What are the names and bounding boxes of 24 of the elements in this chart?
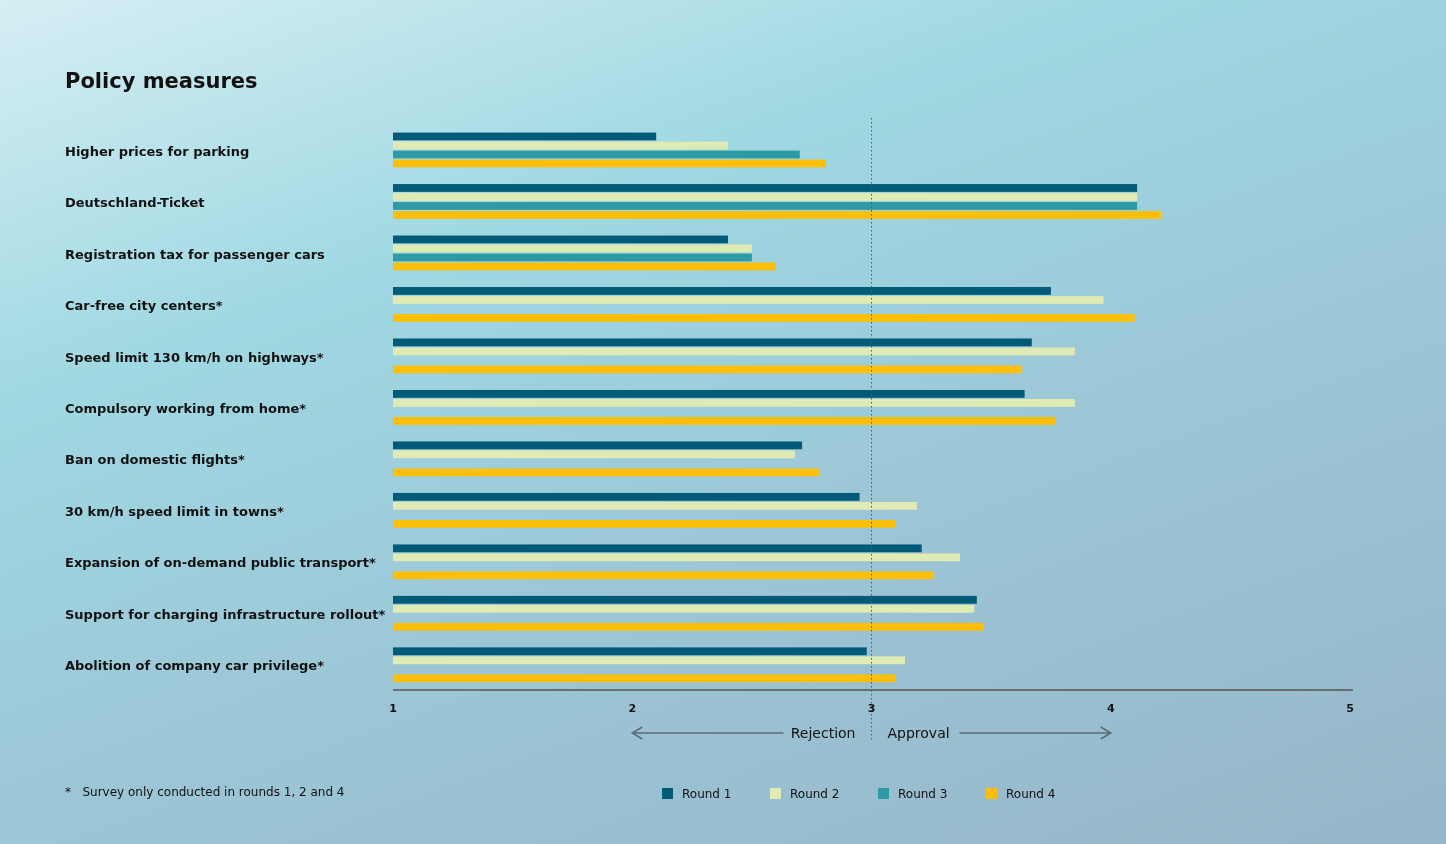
y-tick-label: Deutschland-Ticket: [65, 195, 205, 211]
y-tick-label: Ban on domestic flights*: [65, 452, 246, 468]
x-tick-label: 3: [867, 702, 876, 715]
y-tick-label: Speed limit 130 km/h on highways*: [65, 349, 324, 365]
y-tick-label: Abolition of company car privilege*: [65, 658, 325, 674]
y-tick-label: Expansion of on-demand public transport*: [65, 555, 376, 571]
x-tick-label: 1: [389, 702, 397, 715]
annotation: Rejection: [790, 725, 856, 741]
legend-label: Round 2: [790, 787, 840, 801]
x-tick-label: 4: [1106, 702, 1115, 715]
y-tick-label: 30 km/h speed limit in towns*: [65, 503, 284, 519]
legend-label: Round 1: [682, 787, 732, 801]
x-tick-label: 2: [628, 702, 637, 715]
y-tick-label: Support for charging infrastructure rollout*: [65, 606, 386, 622]
y-tick-label: Higher prices for parking: [65, 143, 250, 159]
y-tick-label: Car-free city centers*: [65, 298, 223, 314]
text: * Survey only conducted in rounds 1, 2 and 4: [65, 785, 345, 799]
y-tick-label: Registration tax for passenger cars: [65, 246, 326, 262]
text: Policy measures: [65, 69, 258, 93]
legend-label: Round 3: [898, 787, 948, 801]
y-tick-label: Compulsory working from home*: [65, 401, 307, 416]
x-tick-label: 5: [1346, 702, 1354, 715]
annotation: Approval: [887, 725, 950, 741]
legend-label: Round 4: [1006, 787, 1056, 801]
